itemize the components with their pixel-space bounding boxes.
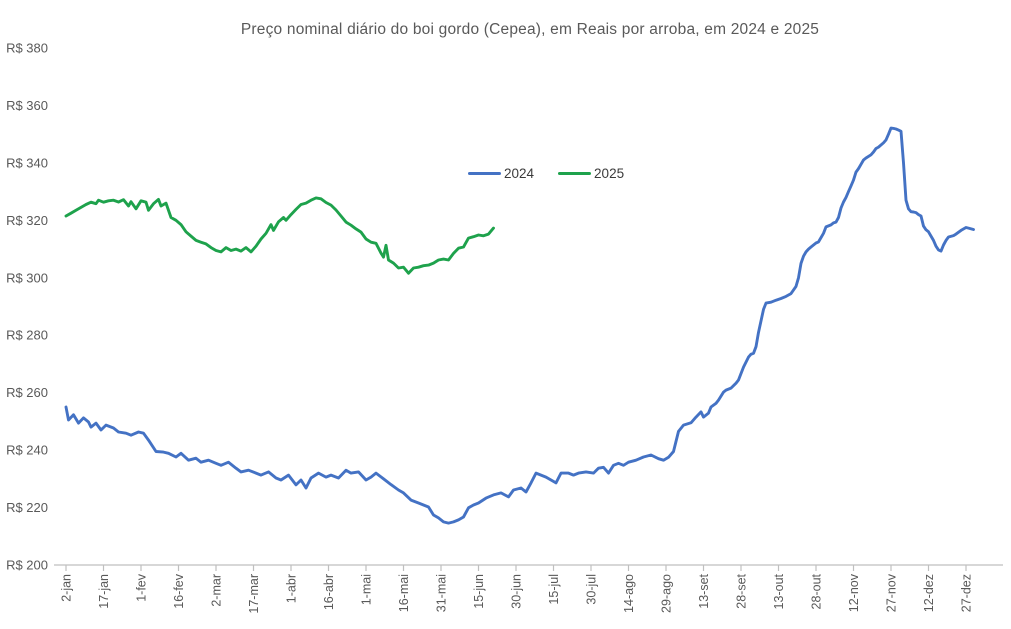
chart-title: Preço nominal diário do boi gordo (Cepea…: [240, 21, 820, 38]
legend-item-2025: 2025: [558, 166, 624, 181]
x-axis-label: 1-abr: [285, 574, 299, 603]
legend-line-swatch-2024: [468, 171, 501, 176]
x-axis-label: 28-set: [735, 573, 749, 608]
legend-line-swatch-2025: [558, 171, 592, 176]
x-axis-label: 27-nov: [885, 573, 899, 612]
x-axis-label: 29-ago: [660, 574, 674, 613]
legend-label-2025: 2025: [594, 166, 625, 181]
legend: 2024 2025: [468, 166, 624, 181]
x-axis-label: 13-set: [697, 573, 711, 608]
y-axis-label: R$ 380: [6, 41, 48, 56]
x-axis-label: 1-fev: [135, 573, 149, 602]
y-axis-label: R$ 200: [6, 558, 48, 573]
y-axis-label: R$ 240: [6, 443, 48, 458]
series-line-2025: [64, 196, 495, 275]
y-axis-label: R$ 280: [6, 328, 48, 343]
x-axis-label: 16-fev: [172, 573, 186, 608]
x-axis-label: 15-jun: [472, 574, 486, 609]
legend-label-2024: 2024: [504, 166, 535, 181]
x-axis-label: 12-nov: [847, 573, 861, 612]
x-axis-label: 16-abr: [322, 574, 336, 610]
x-axis-label: 31-mai: [435, 574, 449, 612]
x-axis-label: 27-dez: [960, 574, 974, 612]
x-axis-label: 16-mai: [397, 574, 411, 612]
legend-item-2024: 2024: [468, 166, 534, 181]
y-axis-label: R$ 300: [6, 270, 48, 285]
x-axis-label: 2-jan: [60, 574, 74, 602]
x-axis-label: 17-jan: [97, 574, 111, 609]
y-axis-label: R$ 260: [6, 385, 48, 400]
x-axis-label: 30-jun: [510, 574, 524, 609]
x-axis-label: 28-out: [810, 573, 824, 609]
x-axis-label: 14-ago: [622, 574, 636, 613]
series-line-2024: [64, 126, 975, 525]
x-axis-label: 13-out: [772, 573, 786, 609]
x-axis-label: 1-mai: [360, 574, 374, 605]
x-axis-label: 12-dez: [922, 574, 936, 612]
x-axis-label: 2-mar: [210, 574, 224, 607]
y-axis-label: R$ 320: [6, 213, 48, 228]
x-axis-label: 17-mar: [247, 574, 261, 614]
y-axis-label: R$ 340: [6, 155, 48, 170]
y-axis-label: R$ 220: [6, 500, 48, 515]
x-axis-label: 15-jul: [547, 574, 561, 605]
x-axis-label: 30-jul: [585, 574, 599, 605]
y-axis-label: R$ 360: [6, 98, 48, 113]
